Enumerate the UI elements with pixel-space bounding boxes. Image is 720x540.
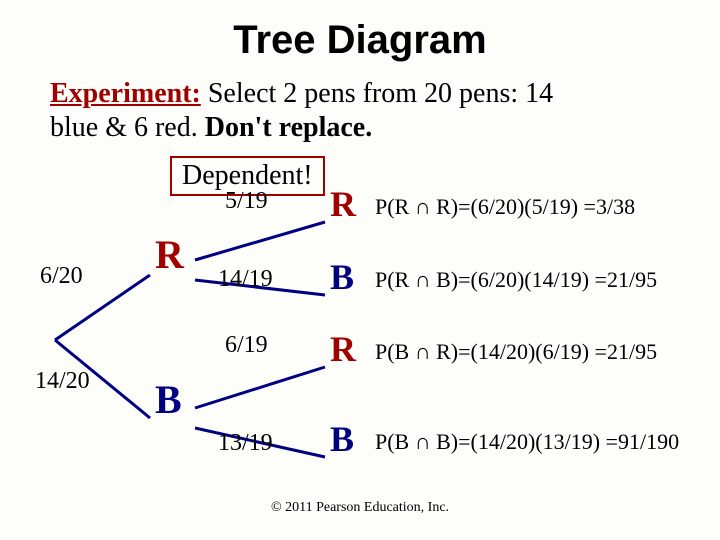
edge-label-14-20: 14/20 — [35, 368, 90, 395]
edge-label-6-20: 6/20 — [40, 263, 83, 290]
edge-label-13-19: 13/19 — [218, 430, 273, 457]
edge-label-14-19: 14/19 — [218, 266, 273, 293]
result-1: P(R ∩ R)=(6/20)(5/19) =3/38 — [375, 194, 635, 220]
result-2: P(R ∩ B)=(6/20)(14/19) =21/95 — [375, 267, 657, 293]
node-b2b: B — [330, 418, 354, 460]
result-3: P(B ∩ R)=(14/20)(6/19) =21/95 — [375, 339, 657, 365]
node-r2a: R — [330, 328, 356, 370]
edge-label-6-19: 6/19 — [225, 332, 268, 359]
node-r1a: R — [330, 183, 356, 225]
node-b1b: B — [330, 256, 354, 298]
result-4: P(B ∩ B)=(14/20)(13/19) =91/190 — [375, 429, 679, 455]
node-b1: B — [155, 376, 182, 423]
edge-label-5-19: 5/19 — [225, 188, 268, 215]
copyright: © 2011 Pearson Education, Inc. — [0, 500, 720, 516]
node-r1: R — [155, 231, 184, 278]
